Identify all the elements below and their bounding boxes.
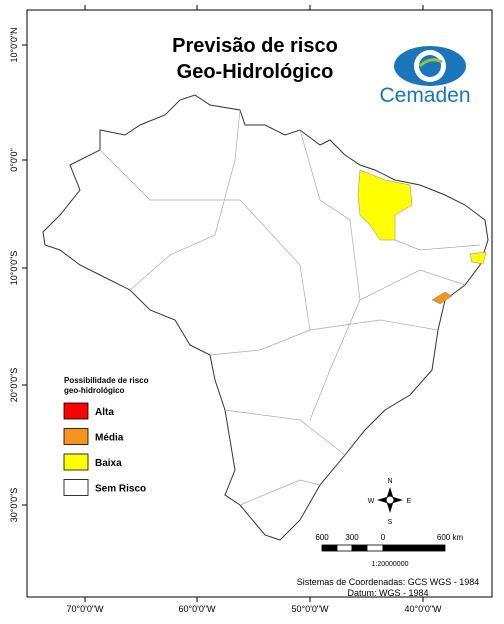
internal-boundaries	[99, 109, 481, 506]
longitude-label: 50°0'0"W	[291, 604, 329, 614]
logo-icon	[394, 46, 466, 86]
longitude-label: 40°0'0"W	[404, 604, 442, 614]
legend-label: Alta	[95, 407, 114, 418]
legend: Alta Média Baixa Sem Risco	[63, 402, 146, 496]
graticule-ticks	[22, 5, 424, 602]
risk-area-media	[431, 291, 453, 305]
title-line: Geo-Hidrológico	[177, 61, 334, 83]
legend-title: geo-hidrológico	[64, 386, 125, 395]
legend-swatch	[63, 479, 89, 496]
scale-bar	[321, 544, 446, 552]
scale-label: 0	[381, 533, 386, 542]
scale-label: 600 km	[437, 533, 464, 542]
legend-title: Possibilidade de risco	[64, 376, 149, 385]
compass-w: W	[368, 498, 375, 505]
latitude-label: 10°0'0"S	[9, 251, 19, 286]
longitude-label: 60°0'0"W	[178, 604, 216, 614]
footer-line: Sistemas de Coordenadas: GCS WGS - 1984	[297, 577, 480, 587]
risk-area-baixa	[357, 169, 413, 241]
legend-label: Sem Risco	[95, 484, 146, 495]
compass-s: S	[388, 519, 393, 526]
legend-swatch	[63, 402, 89, 420]
legend-label: Média	[95, 433, 124, 444]
compass-e: E	[407, 498, 412, 505]
scale-label: 300	[345, 533, 359, 542]
title-line: Previsão de risco	[172, 35, 338, 57]
latitude-label: 10°0'0"N	[9, 27, 19, 62]
longitude-label: 70°0'0"W	[66, 604, 104, 614]
latitude-label: 0°0'0"	[9, 148, 19, 172]
legend-swatch	[63, 453, 89, 471]
latitude-label: 20°0'0"S	[9, 368, 19, 403]
legend-swatch	[63, 428, 89, 445]
graticule-labels: 10°0'0"N 0°0'0" 10°0'0"S 20°0'0"S 30°0'0"S 70…	[9, 27, 442, 614]
latitude-label: 30°0'0"S	[9, 488, 19, 523]
compass	[377, 487, 403, 513]
legend-label: Baixa	[95, 458, 122, 469]
logo-text: Cemaden	[379, 84, 470, 107]
footer-line: Datum: WGS - 1984	[347, 588, 428, 598]
risk-area-baixa	[469, 251, 487, 265]
scale-ratio: 1:20000000	[372, 561, 409, 568]
scale-label: 600	[315, 533, 329, 542]
compass-n: N	[387, 478, 392, 485]
